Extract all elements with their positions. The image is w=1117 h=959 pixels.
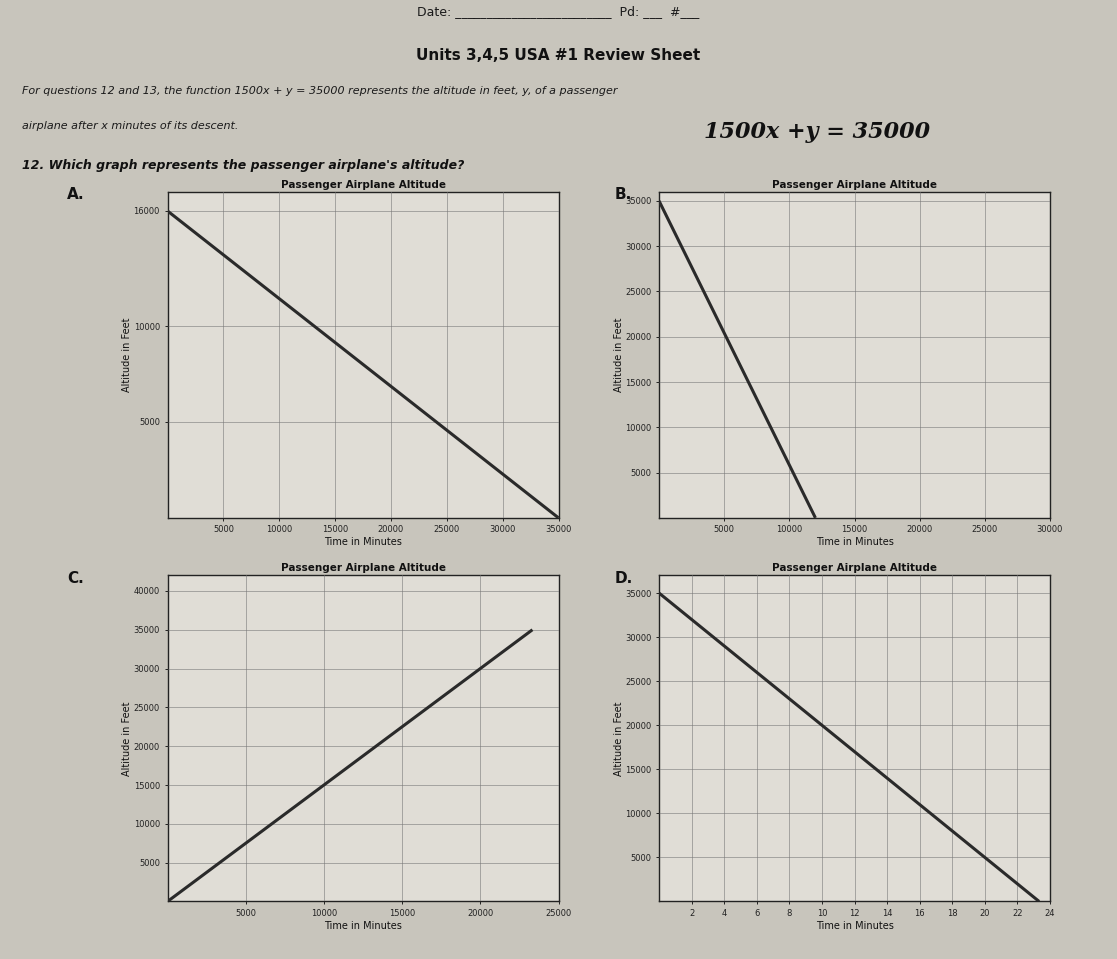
Y-axis label: Altitude in Feet: Altitude in Feet: [122, 317, 132, 392]
Text: 1500x +y = 35000: 1500x +y = 35000: [704, 121, 929, 143]
Text: C.: C.: [67, 571, 84, 586]
Text: A.: A.: [67, 187, 85, 202]
Text: For questions 12 and 13, the function 1500x + y = 35000 represents the altitude : For questions 12 and 13, the function 15…: [22, 86, 618, 96]
Text: Units 3,4,5 USA #1 Review Sheet: Units 3,4,5 USA #1 Review Sheet: [417, 48, 700, 63]
X-axis label: Time in Minutes: Time in Minutes: [815, 537, 894, 548]
Text: airplane after x minutes of its descent.: airplane after x minutes of its descent.: [22, 121, 239, 130]
Title: Passenger Airplane Altitude: Passenger Airplane Altitude: [280, 179, 446, 190]
Text: 12. Which graph represents the passenger airplane's altitude?: 12. Which graph represents the passenger…: [22, 159, 465, 172]
X-axis label: Time in Minutes: Time in Minutes: [324, 921, 402, 931]
Title: Passenger Airplane Altitude: Passenger Airplane Altitude: [280, 563, 446, 573]
Y-axis label: Altitude in Feet: Altitude in Feet: [613, 317, 623, 392]
X-axis label: Time in Minutes: Time in Minutes: [324, 537, 402, 548]
X-axis label: Time in Minutes: Time in Minutes: [815, 921, 894, 931]
Y-axis label: Altitude in Feet: Altitude in Feet: [613, 701, 623, 776]
Title: Passenger Airplane Altitude: Passenger Airplane Altitude: [772, 179, 937, 190]
Text: Date: _________________________  Pd: ___  #___: Date: _________________________ Pd: ___ …: [418, 5, 699, 18]
Text: B.: B.: [614, 187, 631, 202]
Text: D.: D.: [614, 571, 632, 586]
Title: Passenger Airplane Altitude: Passenger Airplane Altitude: [772, 563, 937, 573]
Y-axis label: Altitude in Feet: Altitude in Feet: [122, 701, 132, 776]
